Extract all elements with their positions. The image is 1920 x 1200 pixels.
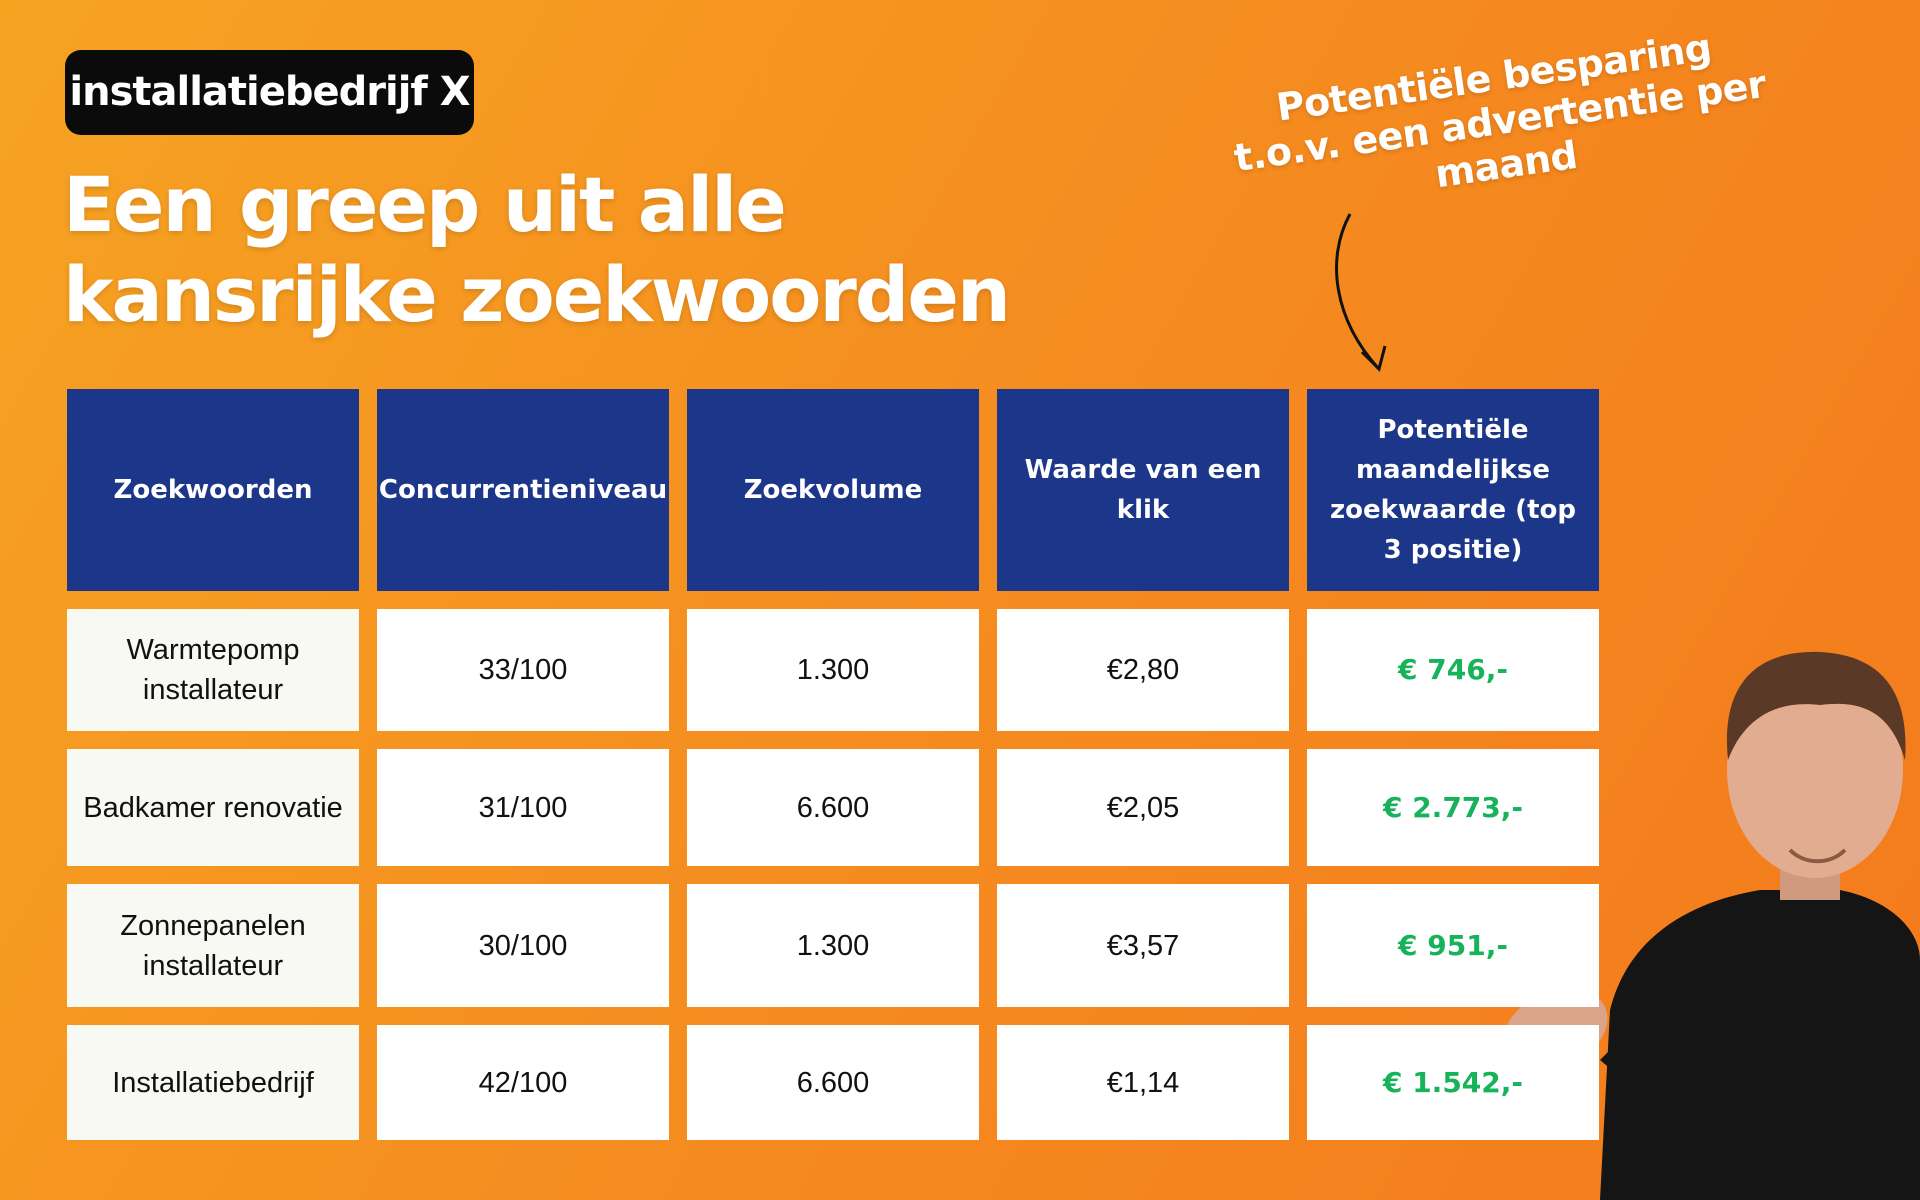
table-cell: 1.300 xyxy=(687,609,979,731)
table-cell: € 951,- xyxy=(1307,884,1599,1007)
table-cell: € 2.773,- xyxy=(1307,749,1599,866)
arrow-head xyxy=(1360,345,1387,372)
table-cell: 33/100 xyxy=(377,609,669,731)
table-cell: 1.300 xyxy=(687,884,979,1007)
table-cell: 6.600 xyxy=(687,1025,979,1140)
table-cell: Warmtepomp installateur xyxy=(67,609,359,731)
header-cell: Concurrentieniveau xyxy=(377,389,669,591)
table-cell: 31/100 xyxy=(377,749,669,866)
header-cell: Zoekwoorden xyxy=(67,389,359,591)
table-cell: €2,05 xyxy=(997,749,1289,866)
table-cell: € 1.542,- xyxy=(1307,1025,1599,1140)
badge: installatiebedrijf X xyxy=(65,50,474,135)
header-cell: Zoekvolume xyxy=(687,389,979,591)
table-cell: Zonnepanelen installateur xyxy=(67,884,359,1007)
arrow xyxy=(1335,213,1380,370)
table-cell: 42/100 xyxy=(377,1025,669,1140)
title: Een greep uit alle kansrijke zoekwoorden xyxy=(63,160,1011,340)
table-cell: € 746,- xyxy=(1307,609,1599,731)
table-cell: €3,57 xyxy=(997,884,1289,1007)
table-cell: €2,80 xyxy=(997,609,1289,731)
title-line: Een greep uit alle xyxy=(63,160,787,249)
table-cell: Badkamer renovatie xyxy=(67,749,359,866)
header-cell: Potentiële maandelijkse zoekwaarde (top … xyxy=(1307,389,1599,591)
table-cell: €1,14 xyxy=(997,1025,1289,1140)
table-cell: 6.600 xyxy=(687,749,979,866)
header-cell: Waarde van een klik xyxy=(997,389,1289,591)
table-cell: 30/100 xyxy=(377,884,669,1007)
table-cell: Installatiebedrijf xyxy=(67,1025,359,1140)
title-line: kansrijke zoekwoorden xyxy=(63,250,1011,339)
